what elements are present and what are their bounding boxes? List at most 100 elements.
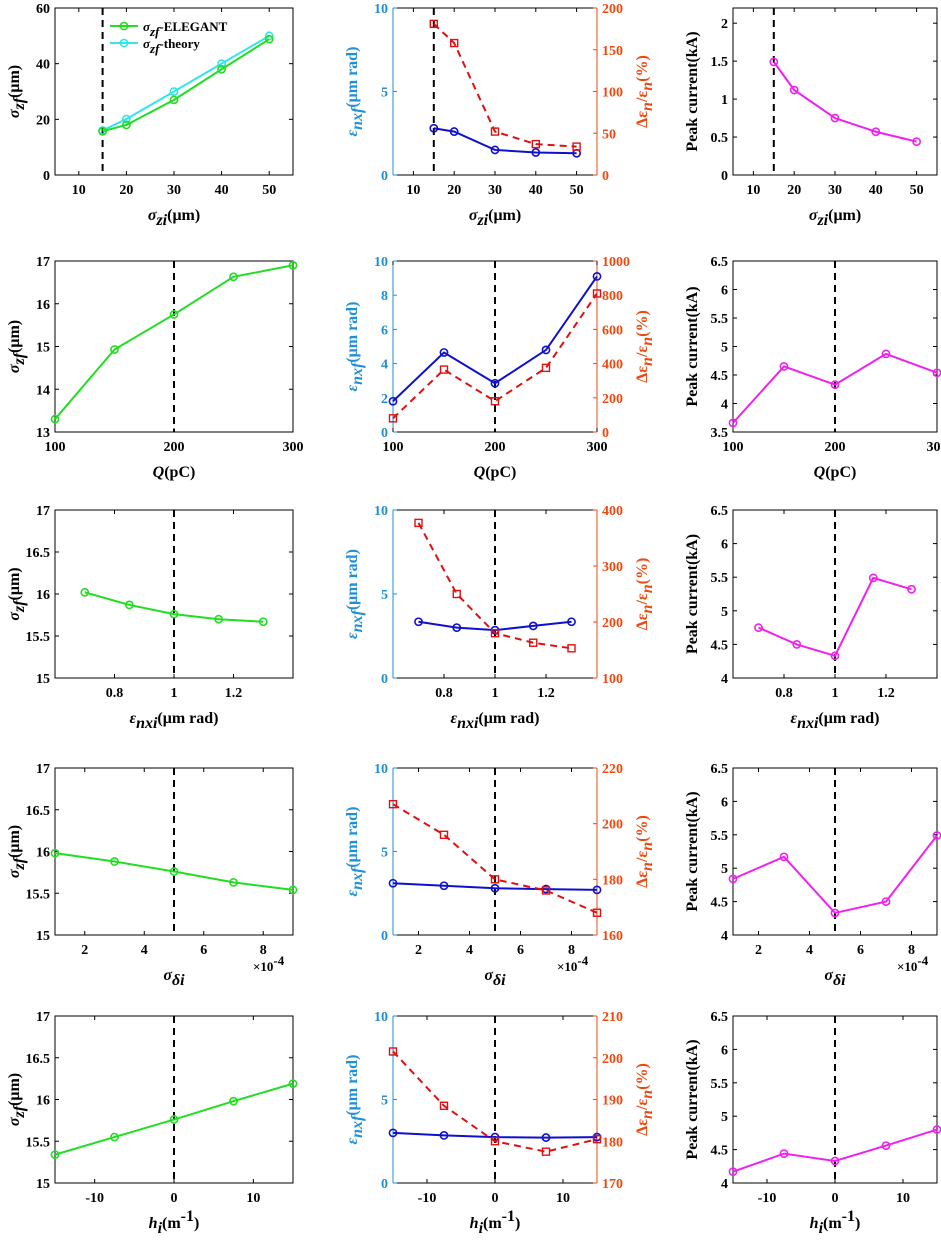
- x-tick-label: 300: [587, 440, 608, 455]
- x-tick-label: 20: [119, 183, 133, 198]
- y-tick-label: 2: [721, 17, 728, 32]
- x-tick-label: 0: [832, 1191, 839, 1206]
- data-point-square: [452, 589, 461, 599]
- x-tick-label: 100: [45, 440, 66, 455]
- data-point: [169, 609, 179, 619]
- x-tick-label: 0.8: [775, 686, 793, 701]
- data-point: [122, 114, 131, 124]
- data-point: [229, 1096, 238, 1106]
- data-point: [789, 85, 799, 95]
- y2-tick-label: 200: [602, 1052, 623, 1067]
- data-point: [541, 345, 551, 355]
- data-point: [830, 908, 840, 918]
- x-axis-label: hi(m-1): [149, 1208, 200, 1237]
- data-point: [779, 362, 789, 371]
- data-point: [388, 878, 398, 888]
- data-point: [110, 857, 119, 866]
- y-tick-label: 1: [721, 93, 728, 108]
- series-line: [102, 34, 270, 132]
- data-point-square: [529, 638, 538, 647]
- data-point: [229, 272, 238, 282]
- data-point: [881, 349, 891, 359]
- data-point-square: [541, 886, 551, 895]
- y-tick-label: 5: [381, 1094, 388, 1109]
- data-point: [830, 380, 840, 390]
- x-tick-label: 200: [825, 440, 846, 455]
- panel-r2c1: 100 200 300 13 14 15 16 17 Q(pC) σzf(μm): [6, 255, 304, 481]
- series-line: [54, 852, 294, 891]
- y2-tick-label: 180: [602, 873, 623, 888]
- y-axis-label: Peak current(kA): [684, 1039, 701, 1159]
- y-tick-label: 15: [36, 341, 50, 356]
- x-tick-label: 6: [517, 943, 524, 958]
- x-axis-label: Q(pC): [153, 464, 196, 481]
- data-point: [169, 95, 179, 105]
- y-tick-label: 8: [381, 289, 388, 304]
- data-point: [388, 396, 398, 406]
- x-tick-label: 2: [81, 943, 88, 958]
- axes-box: [732, 7, 938, 176]
- x-tick-label: -10: [758, 1191, 777, 1206]
- y2-tick-label: 400: [602, 358, 623, 373]
- data-point: [754, 623, 763, 632]
- y-tick-label: 5: [381, 588, 388, 603]
- data-point: [439, 348, 449, 357]
- x-tick-label: 8: [908, 943, 915, 958]
- series-line: [392, 275, 598, 402]
- data-point: [531, 148, 541, 157]
- panel-r4c1: 2 4 6 8 15 15.5 16 16.5 17 σδi ×10-4 σzf(μm): [6, 762, 298, 989]
- data-point-square: [414, 518, 423, 528]
- data-point: [80, 587, 90, 597]
- data-point: [912, 137, 921, 146]
- y-tick-label: 5.5: [711, 1077, 729, 1092]
- data-point: [868, 573, 878, 583]
- y-tick-label: 10: [374, 504, 388, 519]
- x-exponent: ×10-4: [557, 953, 589, 974]
- y2-tick-label: 300: [602, 560, 623, 575]
- x-tick-label: 8: [568, 943, 575, 958]
- y-axis-label: σzf(μm): [6, 65, 28, 118]
- y-axis-label: Peak current(kA): [684, 534, 701, 654]
- x-tick-label: 40: [869, 183, 883, 198]
- series-line: [732, 1128, 938, 1173]
- y-tick-label: 4.5: [711, 1144, 729, 1159]
- y-axis-label: σzf(μm): [6, 567, 28, 620]
- y-tick-label: 15: [36, 1177, 50, 1192]
- x-tick-label: 20: [447, 183, 461, 198]
- data-point-square: [541, 1147, 551, 1156]
- panel-r1c2: 10 20 30 40 500510050100150200σzi(μm)εnxf(μm…: [344, 2, 656, 229]
- y-tick-label: 5: [381, 846, 388, 861]
- y-tick-label: 5: [381, 86, 388, 101]
- x-tick-label: 10: [246, 1191, 260, 1206]
- x-tick-label: 20: [787, 183, 801, 198]
- x-tick-label: 1.2: [225, 686, 243, 701]
- data-point: [50, 848, 60, 858]
- x-tick-label: -10: [85, 1191, 104, 1206]
- y-tick-label: 6: [381, 323, 388, 338]
- y-tick-label: 5.5: [711, 829, 729, 844]
- y-tick-label: 5: [721, 605, 728, 620]
- data-point: [830, 1156, 840, 1166]
- x-axis-label: εnxi(μm rad): [130, 710, 219, 732]
- series-line: [758, 576, 912, 658]
- x-tick-label: 0.8: [435, 686, 453, 701]
- y-tick-label: 20: [36, 113, 50, 128]
- data-point: [728, 1167, 738, 1177]
- series-line: [84, 591, 264, 623]
- data-point: [429, 123, 439, 133]
- y2-axis-label: Δεn/εn(%): [634, 1063, 656, 1136]
- y-tick-label: 0: [381, 169, 388, 184]
- x-tick-label: 300: [283, 440, 304, 455]
- data-point-square: [439, 830, 449, 839]
- y-axis-label: σzf(μm): [6, 825, 28, 878]
- data-point-square: [439, 1101, 449, 1110]
- y2-tick-label: 170: [602, 1177, 623, 1192]
- data-point-square: [388, 1047, 398, 1056]
- data-point: [169, 1115, 179, 1124]
- data-point-square: [388, 799, 398, 809]
- data-point: [490, 883, 500, 893]
- data-point-square: [490, 397, 500, 406]
- y-tick-label: 14: [36, 383, 50, 398]
- x-axis-label: σδi: [824, 967, 846, 989]
- y-tick-label: 1.5: [711, 55, 729, 70]
